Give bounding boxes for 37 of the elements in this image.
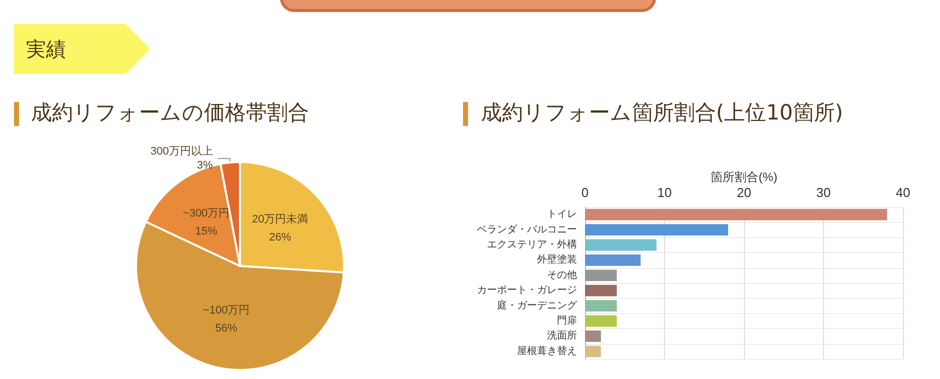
- chart-title: 成約リフォーム箇所割合(上位10箇所): [481, 100, 844, 124]
- slice-label: ~300万円: [182, 208, 230, 220]
- y-tick-label: 外壁塗装: [537, 254, 577, 266]
- x-tick-label: 30: [816, 185, 831, 200]
- y-tick-label: 屋根葺き替え: [517, 344, 577, 357]
- y-tick-label: カーポート・ガレージ: [477, 285, 577, 296]
- y-tick-label: エクステリア・外構: [487, 238, 577, 250]
- data-label: 56%: [215, 322, 238, 334]
- slice-label: 20万円未満: [252, 212, 308, 226]
- data-label: 26%: [269, 231, 292, 244]
- x-tick-label: 40: [896, 185, 910, 200]
- bar: [585, 208, 888, 220]
- y-tick-label: トイレ: [547, 209, 577, 220]
- x-tick-label: 10: [657, 185, 672, 200]
- text: 実績: [25, 36, 67, 63]
- y-tick-label: 洗面所: [547, 330, 577, 342]
- x-tick-label: 0: [581, 185, 589, 200]
- bar: [585, 330, 601, 342]
- y-tick-label: 庭・ガーデニング: [497, 299, 578, 312]
- y-tick-label: 門扉: [557, 314, 577, 326]
- x-axis-title: 箇所割合(%): [710, 170, 778, 184]
- bar: [585, 239, 657, 251]
- y-tick-label: ベランダ・バルコニー: [477, 223, 577, 236]
- data-label: 15%: [195, 226, 218, 238]
- slice-label: 300万円以上: [150, 144, 213, 158]
- bar: [585, 270, 617, 282]
- slice-label: ~100万円: [202, 304, 250, 316]
- data-label: 3%: [196, 159, 214, 172]
- bar: [585, 300, 617, 312]
- x-tick-label: 20: [736, 185, 752, 200]
- chart-title: 成約リフォームの価格帯割合: [31, 100, 309, 124]
- y-tick-label: その他: [547, 268, 577, 281]
- bar: [585, 284, 617, 296]
- bar: [585, 315, 617, 327]
- bar: [585, 224, 728, 236]
- bar: [585, 346, 601, 358]
- bar: [585, 254, 641, 266]
